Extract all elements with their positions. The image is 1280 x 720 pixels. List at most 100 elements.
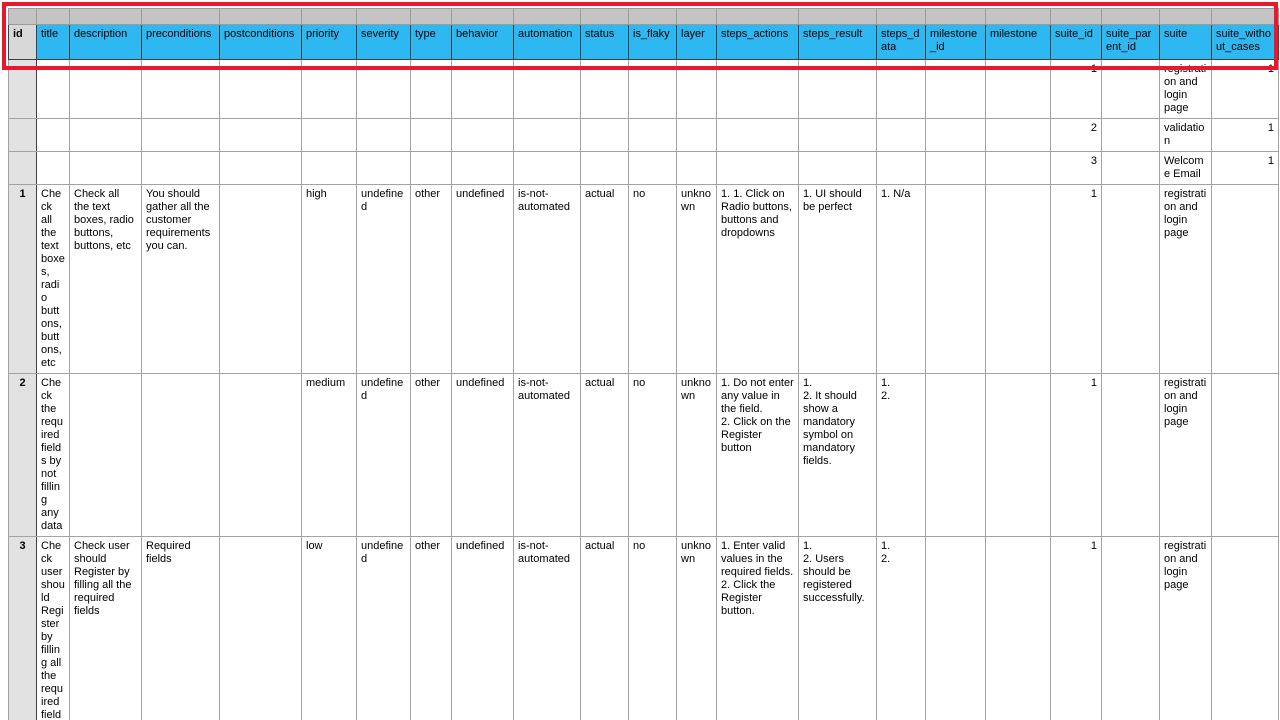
- column-header-is_flaky: is_flaky: [628, 24, 677, 60]
- column-header-priority: priority: [301, 24, 357, 60]
- cell-description: [69, 59, 142, 119]
- cell-steps_data: 1. 2.: [876, 536, 926, 720]
- cell-steps_result: 1. 2. It should show a mandatory symbol …: [798, 373, 877, 537]
- test-cases-table: id title description preconditions postcondi…: [8, 8, 1279, 720]
- cell-milestone: [985, 184, 1051, 374]
- cell-suite_without_cases: 1: [1211, 118, 1279, 152]
- cell-priority: [301, 151, 357, 185]
- cell-postconditions: [219, 373, 302, 537]
- top-strip-cell-suite_id: [1050, 8, 1102, 25]
- top-strip-cell-status: [580, 8, 629, 25]
- cell-is_flaky: [628, 151, 677, 185]
- top-strip-cell-layer: [676, 8, 717, 25]
- suite-row: 1 registration and login page 1: [8, 59, 1279, 119]
- cell-suite: registration and login page: [1159, 184, 1212, 374]
- top-strip-cell-title: [36, 8, 70, 25]
- cell-layer: unknown: [676, 373, 717, 537]
- cell-automation: is-not-automated: [513, 184, 581, 374]
- top-strip-cell-postconditions: [219, 8, 302, 25]
- cell-behavior: undefined: [451, 373, 514, 537]
- cell-suite_without_cases: 1: [1211, 59, 1279, 119]
- cell-id: [8, 59, 37, 119]
- cell-postconditions: [219, 184, 302, 374]
- header-row: id title description preconditions postcondi…: [8, 24, 1279, 60]
- cell-milestone: [985, 536, 1051, 720]
- column-header-steps_data: steps_data: [876, 24, 926, 60]
- cell-priority: high: [301, 184, 357, 374]
- cell-preconditions: [141, 151, 220, 185]
- cell-title: [36, 59, 70, 119]
- cell-suite_parent_id: [1101, 151, 1160, 185]
- cell-severity: undefined: [356, 536, 411, 720]
- cell-steps_data: 1. 2.: [876, 373, 926, 537]
- cell-id: 2: [8, 373, 37, 537]
- cell-steps_data: [876, 151, 926, 185]
- cell-status: [580, 118, 629, 152]
- column-header-preconditions: preconditions: [141, 24, 220, 60]
- cell-preconditions: [141, 59, 220, 119]
- cell-automation: is-not-automated: [513, 373, 581, 537]
- cell-suite: Welcome Email: [1159, 151, 1212, 185]
- column-header-title: title: [36, 24, 70, 60]
- cell-severity: undefined: [356, 184, 411, 374]
- cell-priority: [301, 59, 357, 119]
- column-header-status: status: [580, 24, 629, 60]
- cell-layer: [676, 59, 717, 119]
- cell-title: [36, 118, 70, 152]
- top-strip-cell-steps_result: [798, 8, 877, 25]
- top-strip-cell-steps_data: [876, 8, 926, 25]
- top-strip-cell-suite_without_cases: [1211, 8, 1279, 25]
- cell-suite_id: 1: [1050, 184, 1102, 374]
- cell-description: Check user should Register by filling al…: [69, 536, 142, 720]
- cell-is_flaky: no: [628, 373, 677, 537]
- suite-row: 2 validation 1: [8, 118, 1279, 152]
- cell-title: [36, 151, 70, 185]
- cell-suite_parent_id: [1101, 184, 1160, 374]
- cell-title: Check the required fields by not filling…: [36, 373, 70, 537]
- cell-suite_parent_id: [1101, 536, 1160, 720]
- cell-steps_result: 1. UI should be perfect: [798, 184, 877, 374]
- cell-suite: registration and login page: [1159, 536, 1212, 720]
- top-strip-cell-automation: [513, 8, 581, 25]
- cell-description: [69, 118, 142, 152]
- cell-severity: undefined: [356, 373, 411, 537]
- cell-layer: [676, 151, 717, 185]
- cell-suite_without_cases: [1211, 184, 1279, 374]
- cell-preconditions: You should gather all the customer requi…: [141, 184, 220, 374]
- cell-milestone_id: [925, 118, 986, 152]
- cell-milestone: [985, 59, 1051, 119]
- cell-steps_data: 1. N/a: [876, 184, 926, 374]
- cell-id: 3: [8, 536, 37, 720]
- top-strip-cell-description: [69, 8, 142, 25]
- cell-automation: [513, 118, 581, 152]
- cell-type: [410, 59, 452, 119]
- cell-type: other: [410, 373, 452, 537]
- cell-type: [410, 118, 452, 152]
- cell-suite: registration and login page: [1159, 373, 1212, 537]
- cell-id: [8, 151, 37, 185]
- cell-behavior: undefined: [451, 184, 514, 374]
- top-strip-cell-steps_actions: [716, 8, 799, 25]
- cell-preconditions: [141, 373, 220, 537]
- cell-steps_result: 1. 2. Users should be registered success…: [798, 536, 877, 720]
- cell-postconditions: [219, 59, 302, 119]
- column-header-milestone_id: milestone_id: [925, 24, 986, 60]
- top-strip-cell-is_flaky: [628, 8, 677, 25]
- cell-suite: registration and login page: [1159, 59, 1212, 119]
- cell-suite_id: 1: [1050, 536, 1102, 720]
- cell-steps_data: [876, 59, 926, 119]
- suite-row: 3 Welcome Email 1: [8, 151, 1279, 185]
- cell-severity: [356, 59, 411, 119]
- cell-behavior: [451, 118, 514, 152]
- cell-suite_id: 3: [1050, 151, 1102, 185]
- cell-postconditions: [219, 151, 302, 185]
- cell-status: actual: [580, 536, 629, 720]
- column-header-id: id: [8, 24, 37, 60]
- cell-layer: unknown: [676, 184, 717, 374]
- cell-is_flaky: no: [628, 184, 677, 374]
- cell-milestone: [985, 373, 1051, 537]
- column-header-postconditions: postconditions: [219, 24, 302, 60]
- top-strip-cell-preconditions: [141, 8, 220, 25]
- cell-steps_actions: [716, 151, 799, 185]
- cell-is_flaky: [628, 118, 677, 152]
